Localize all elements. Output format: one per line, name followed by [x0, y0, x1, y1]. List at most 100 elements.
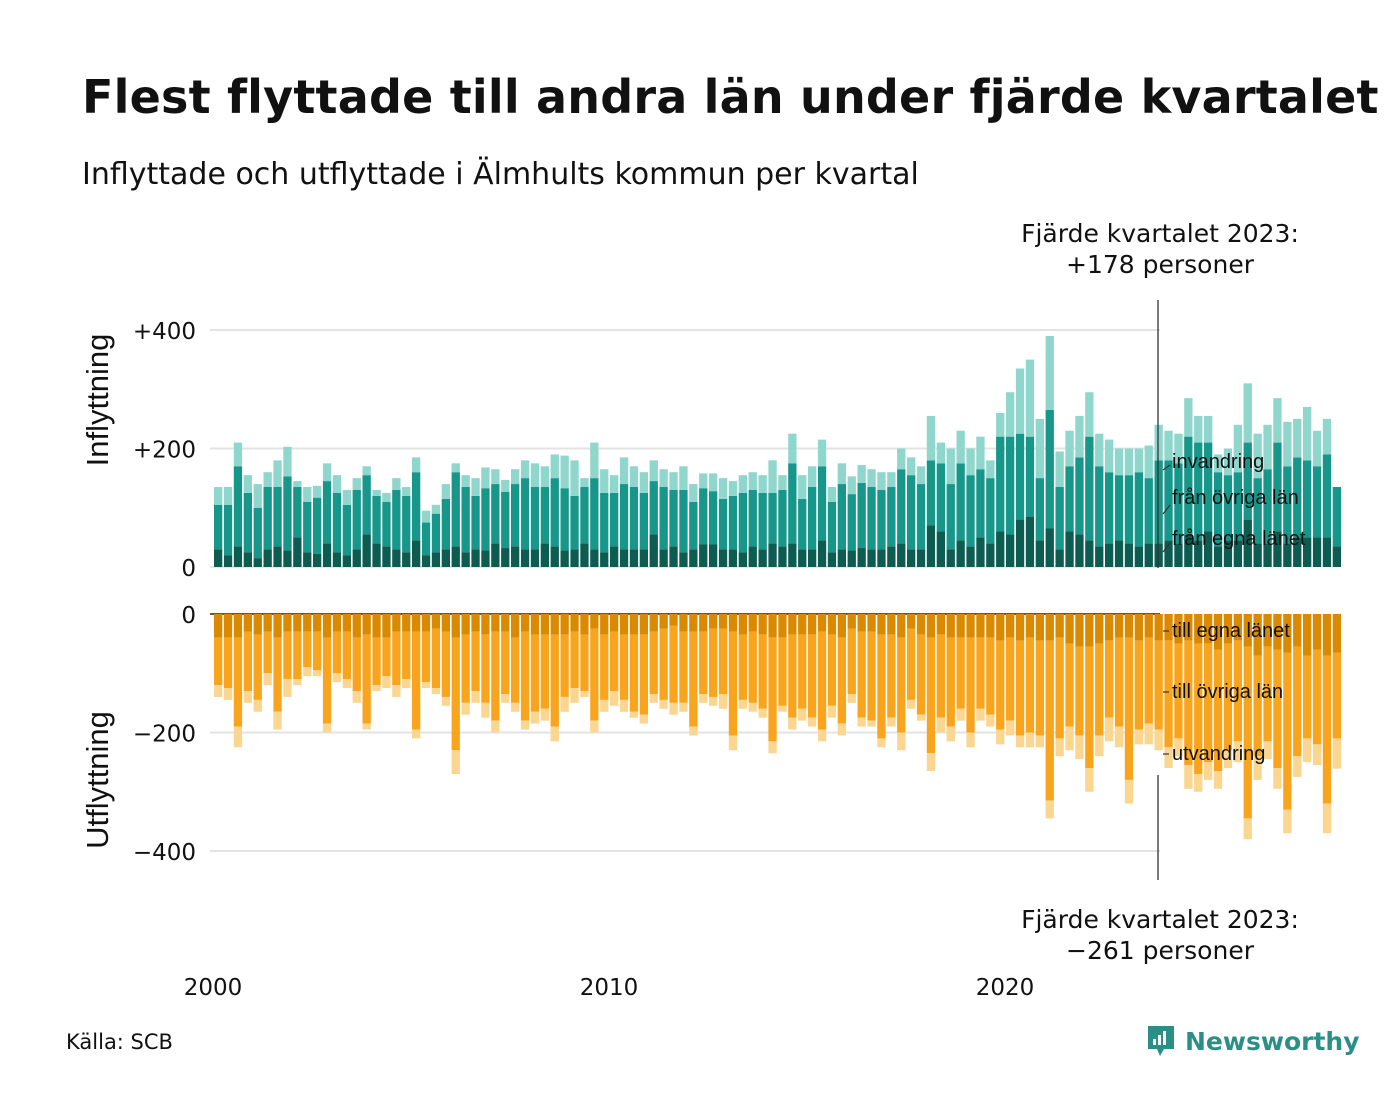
bar-inflow-segment [342, 555, 351, 567]
bar-inflow-segment [520, 460, 530, 479]
inflow-axis-label: Inflyttning [80, 334, 115, 467]
bar-outflow-segment [1184, 765, 1193, 789]
bar-inflow-segment [1075, 415, 1084, 458]
bar-outflow-segment [1095, 735, 1104, 757]
bar-inflow-segment [986, 460, 995, 479]
bar-outflow-segment [342, 614, 351, 632]
bar-inflow-segment [1144, 543, 1153, 567]
bar-inflow-segment [808, 549, 817, 567]
bar-outflow-segment [1134, 614, 1143, 641]
bar-outflow-segment [946, 637, 955, 727]
bar-outflow-segment [907, 628, 916, 700]
bar-outflow-segment [223, 614, 233, 638]
bar-outflow-segment [808, 614, 817, 635]
bar-inflow-segment [837, 549, 846, 567]
bar-outflow-segment [382, 637, 391, 677]
bar-outflow-segment [570, 631, 579, 689]
bar-outflow-segment [986, 714, 995, 727]
bar-inflow-segment [461, 475, 470, 488]
bar-inflow-segment [1085, 392, 1094, 437]
bar-outflow-segment [679, 614, 688, 632]
bar-outflow-segment [778, 705, 787, 712]
bar-inflow-segment [233, 466, 243, 547]
bar-outflow-segment [1332, 738, 1341, 769]
bar-inflow-segment [748, 546, 757, 567]
bar-outflow-segment [996, 729, 1005, 745]
bar-outflow-segment [1095, 643, 1104, 736]
bar-outflow-segment [263, 614, 272, 632]
bar-inflow-segment [501, 491, 510, 549]
bar-outflow-segment [639, 634, 648, 715]
callout-inflow-line1: Fjärde kvartalet 2023: [1021, 219, 1299, 248]
bar-outflow-segment [402, 614, 411, 632]
bar-outflow-segment [461, 702, 470, 715]
bar-outflow-segment [214, 637, 223, 686]
bar-outflow-segment [1233, 640, 1242, 742]
bar-inflow-segment [1273, 531, 1282, 567]
bar-outflow-segment [1124, 779, 1134, 804]
bar-outflow-segment [421, 614, 431, 632]
bar-outflow-segment [1253, 655, 1262, 757]
bar-inflow-segment [887, 546, 896, 567]
bar-outflow-segment [392, 631, 401, 686]
bar-outflow-segment [897, 732, 906, 751]
bar-inflow-segment [837, 463, 846, 485]
bar-outflow-segment [709, 628, 718, 697]
bar-inflow-segment [1025, 436, 1035, 517]
bar-outflow-segment [986, 637, 995, 715]
bar-outflow-segment [699, 693, 708, 703]
bar-inflow-segment [1204, 415, 1213, 443]
bar-outflow-segment [412, 614, 421, 632]
bar-outflow-segment [857, 717, 866, 727]
bar-outflow-segment [1015, 735, 1025, 748]
bar-outflow-segment [1065, 643, 1074, 727]
bar-inflow-segment [738, 492, 747, 553]
bar-outflow-segment [837, 723, 846, 736]
bar-inflow-segment [827, 501, 837, 553]
bar-outflow-segment [1114, 637, 1124, 727]
bar-inflow-segment [1035, 478, 1044, 541]
bar-inflow-segment [273, 460, 282, 488]
bar-outflow-segment [550, 726, 559, 742]
series-label-invandring: invandring [1172, 451, 1265, 473]
bar-inflow-segment [1303, 460, 1312, 538]
bar-inflow-segment [748, 489, 757, 547]
bar-inflow-segment [382, 546, 391, 567]
bar-inflow-segment [431, 513, 441, 553]
bar-outflow-segment [313, 614, 322, 632]
bar-inflow-segment [669, 472, 678, 490]
bar-outflow-segment [1154, 614, 1163, 641]
bar-outflow-segment [372, 685, 381, 692]
series-label-leader [1162, 504, 1171, 515]
bar-inflow-segment [1233, 424, 1242, 473]
bar-inflow-segment [1184, 534, 1193, 567]
bar-inflow-segment [322, 463, 332, 482]
bar-inflow-segment [1223, 448, 1233, 476]
bar-inflow-segment [520, 478, 530, 550]
bar-inflow-segment [481, 488, 490, 551]
y-tick-label-inflow: +400 [133, 319, 196, 345]
bar-outflow-segment [976, 614, 985, 638]
bar-inflow-segment [1114, 448, 1124, 476]
bar-outflow-segment [342, 631, 351, 680]
bar-inflow-segment [441, 498, 450, 550]
bar-outflow-segment [619, 614, 629, 635]
bar-inflow-segment [926, 415, 936, 461]
bar-outflow-segment [511, 637, 520, 703]
bar-outflow-segment [491, 720, 500, 733]
bar-outflow-segment [788, 717, 797, 730]
bar-inflow-segment [332, 475, 342, 493]
bar-inflow-segment [778, 475, 787, 490]
bar-inflow-segment [313, 497, 322, 554]
bar-outflow-segment [679, 702, 688, 712]
bar-inflow-segment [263, 472, 272, 488]
bar-inflow-segment [412, 540, 421, 567]
bar-outflow-segment [1184, 614, 1193, 641]
bar-outflow-segment [253, 699, 262, 712]
bar-outflow-segment [530, 614, 540, 635]
bar-outflow-segment [827, 614, 837, 635]
bar-outflow-segment [1075, 646, 1084, 736]
bar-inflow-segment [412, 457, 421, 473]
bar-outflow-segment [253, 634, 262, 700]
bar-inflow-segment [471, 549, 480, 567]
